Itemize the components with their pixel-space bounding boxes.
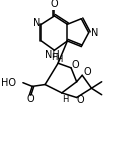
Text: O: O [26, 94, 34, 104]
Text: H: H [51, 53, 57, 62]
Text: H: H [62, 95, 68, 104]
Text: O: O [50, 0, 58, 9]
Text: N: N [33, 18, 40, 28]
Text: O: O [71, 60, 79, 70]
Text: H: H [55, 55, 62, 64]
Text: HO: HO [1, 78, 16, 88]
Text: N: N [90, 28, 97, 38]
Text: O: O [76, 95, 83, 105]
Text: NH: NH [45, 50, 59, 60]
Text: O: O [82, 67, 90, 78]
